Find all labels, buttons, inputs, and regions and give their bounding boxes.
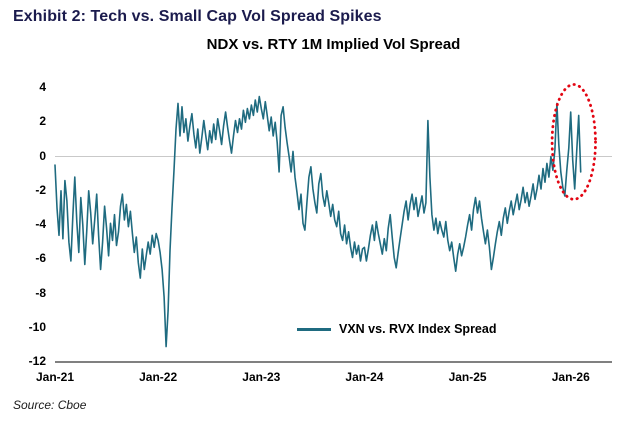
legend: VXN vs. RVX Index Spread — [297, 322, 496, 336]
y-tick-label: -12 — [28, 354, 46, 368]
legend-label: VXN vs. RVX Index Spread — [339, 322, 497, 336]
y-tick-label: 2 — [39, 114, 46, 129]
x-tick-label: Jan-25 — [448, 370, 487, 384]
exhibit-title: Exhibit 2: Tech vs. Small Cap Vol Spread… — [13, 8, 382, 25]
x-tick-label: Jan-24 — [345, 370, 384, 384]
source-note: Source: Cboe — [13, 398, 87, 412]
x-tick-label: Jan-23 — [242, 370, 281, 384]
x-tick-label: Jan-22 — [139, 370, 178, 384]
legend-line-swatch — [297, 327, 331, 331]
y-tick-label: -8 — [35, 285, 46, 300]
x-tick-label: Jan-21 — [35, 370, 75, 384]
spike-highlight-ellipse — [550, 83, 597, 201]
x-tick-label: Jan-26 — [551, 370, 590, 384]
y-tick-label: 0 — [39, 148, 46, 163]
chart-title: NDX vs. RTY 1M Implied Vol Spread — [206, 36, 461, 53]
series-line — [54, 95, 582, 348]
y-tick-label: -6 — [35, 251, 46, 266]
y-tick-label: 4 — [39, 80, 46, 94]
y-tick-label: -10 — [28, 319, 46, 334]
y-tick-label: -2 — [35, 182, 46, 197]
y-tick-label: -4 — [35, 217, 46, 231]
